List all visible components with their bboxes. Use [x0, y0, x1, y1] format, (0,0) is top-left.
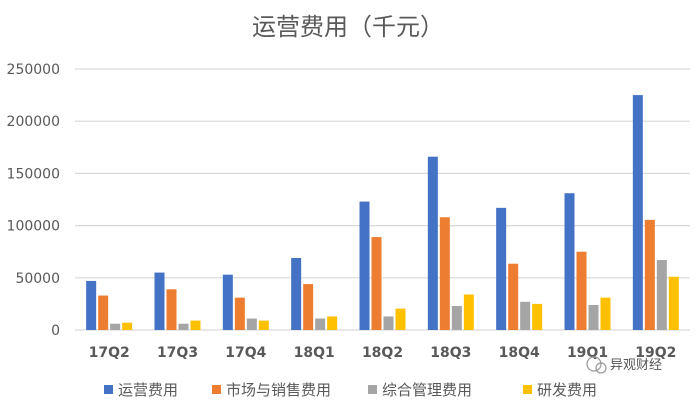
x-tick-label: 17Q2 [89, 345, 130, 361]
bar-18Q2-0 [359, 201, 370, 330]
y-tick-label: 50000 [15, 271, 60, 287]
bar-18Q4-0 [496, 207, 507, 330]
y-tick-label: 250000 [7, 62, 60, 78]
bar-18Q4-3 [532, 303, 543, 330]
bar-18Q4-2 [520, 301, 531, 330]
bar-18Q1-0 [291, 257, 302, 330]
bar-17Q2-1 [98, 295, 109, 330]
bar-17Q3-1 [166, 289, 177, 330]
bar-18Q1-2 [315, 318, 326, 330]
x-tick-label: 18Q3 [430, 345, 471, 361]
legend-item: 市场与销售费用 [212, 381, 331, 399]
bar-17Q3-3 [190, 320, 201, 330]
bar-17Q4-3 [258, 320, 269, 330]
bar-18Q2-1 [371, 237, 382, 330]
x-tick-label: 18Q4 [499, 345, 540, 361]
bar-19Q1-0 [564, 193, 575, 330]
bar-18Q1-1 [303, 284, 314, 330]
bar-18Q4-1 [508, 263, 519, 330]
x-tick-label: 18Q1 [294, 345, 335, 361]
bar-19Q2-0 [632, 95, 643, 330]
bar-19Q2-1 [644, 219, 655, 330]
bar-17Q4-1 [234, 297, 245, 330]
bar-18Q1-3 [327, 316, 338, 330]
bar-18Q2-3 [395, 308, 406, 330]
legend-swatch [104, 385, 113, 394]
bar-19Q2-2 [656, 260, 667, 330]
x-tick-label: 19Q1 [567, 345, 608, 361]
bar-18Q3-1 [439, 217, 450, 330]
y-tick-label: 150000 [7, 166, 60, 182]
bar-19Q2-3 [668, 276, 679, 330]
y-tick-label: 200000 [7, 114, 60, 130]
legend-label: 运营费用 [118, 381, 178, 399]
watermark: 异观财经 [586, 356, 662, 374]
legend-item: 综合管理费用 [368, 381, 472, 399]
y-tick-label: 100000 [7, 219, 60, 235]
legend-label: 综合管理费用 [382, 381, 472, 399]
bar-17Q4-0 [222, 274, 233, 330]
bar-18Q3-0 [427, 156, 438, 330]
legend-swatch [368, 385, 377, 394]
y-tick-label: 0 [51, 323, 60, 339]
bar-17Q3-2 [178, 323, 189, 330]
legend-item: 运营费用 [104, 381, 178, 399]
bar-17Q2-3 [122, 322, 133, 330]
bar-17Q2-0 [86, 280, 97, 330]
bar-17Q4-2 [246, 318, 257, 330]
bar-19Q1-2 [588, 304, 599, 330]
legend-label: 市场与销售费用 [226, 381, 331, 399]
bar-17Q3-0 [154, 272, 165, 330]
legend-swatch [523, 385, 532, 394]
chart-title: 运营费用（千元） [252, 13, 444, 41]
legend-item: 研发费用 [523, 381, 597, 399]
legend-label: 研发费用 [537, 381, 597, 399]
legend-swatch [212, 385, 221, 394]
x-tick-label: 17Q4 [225, 345, 266, 361]
x-tick-label: 18Q2 [362, 345, 403, 361]
bar-19Q1-1 [576, 251, 587, 330]
bar-19Q1-3 [600, 297, 611, 330]
bar-18Q3-3 [463, 294, 474, 330]
bar-17Q2-2 [110, 323, 121, 330]
x-tick-label: 19Q2 [635, 345, 676, 361]
bar-18Q2-2 [383, 316, 394, 330]
x-tick-label: 17Q3 [157, 345, 198, 361]
bar-18Q3-2 [451, 305, 462, 330]
watermark-text: 异观财经 [610, 358, 662, 373]
